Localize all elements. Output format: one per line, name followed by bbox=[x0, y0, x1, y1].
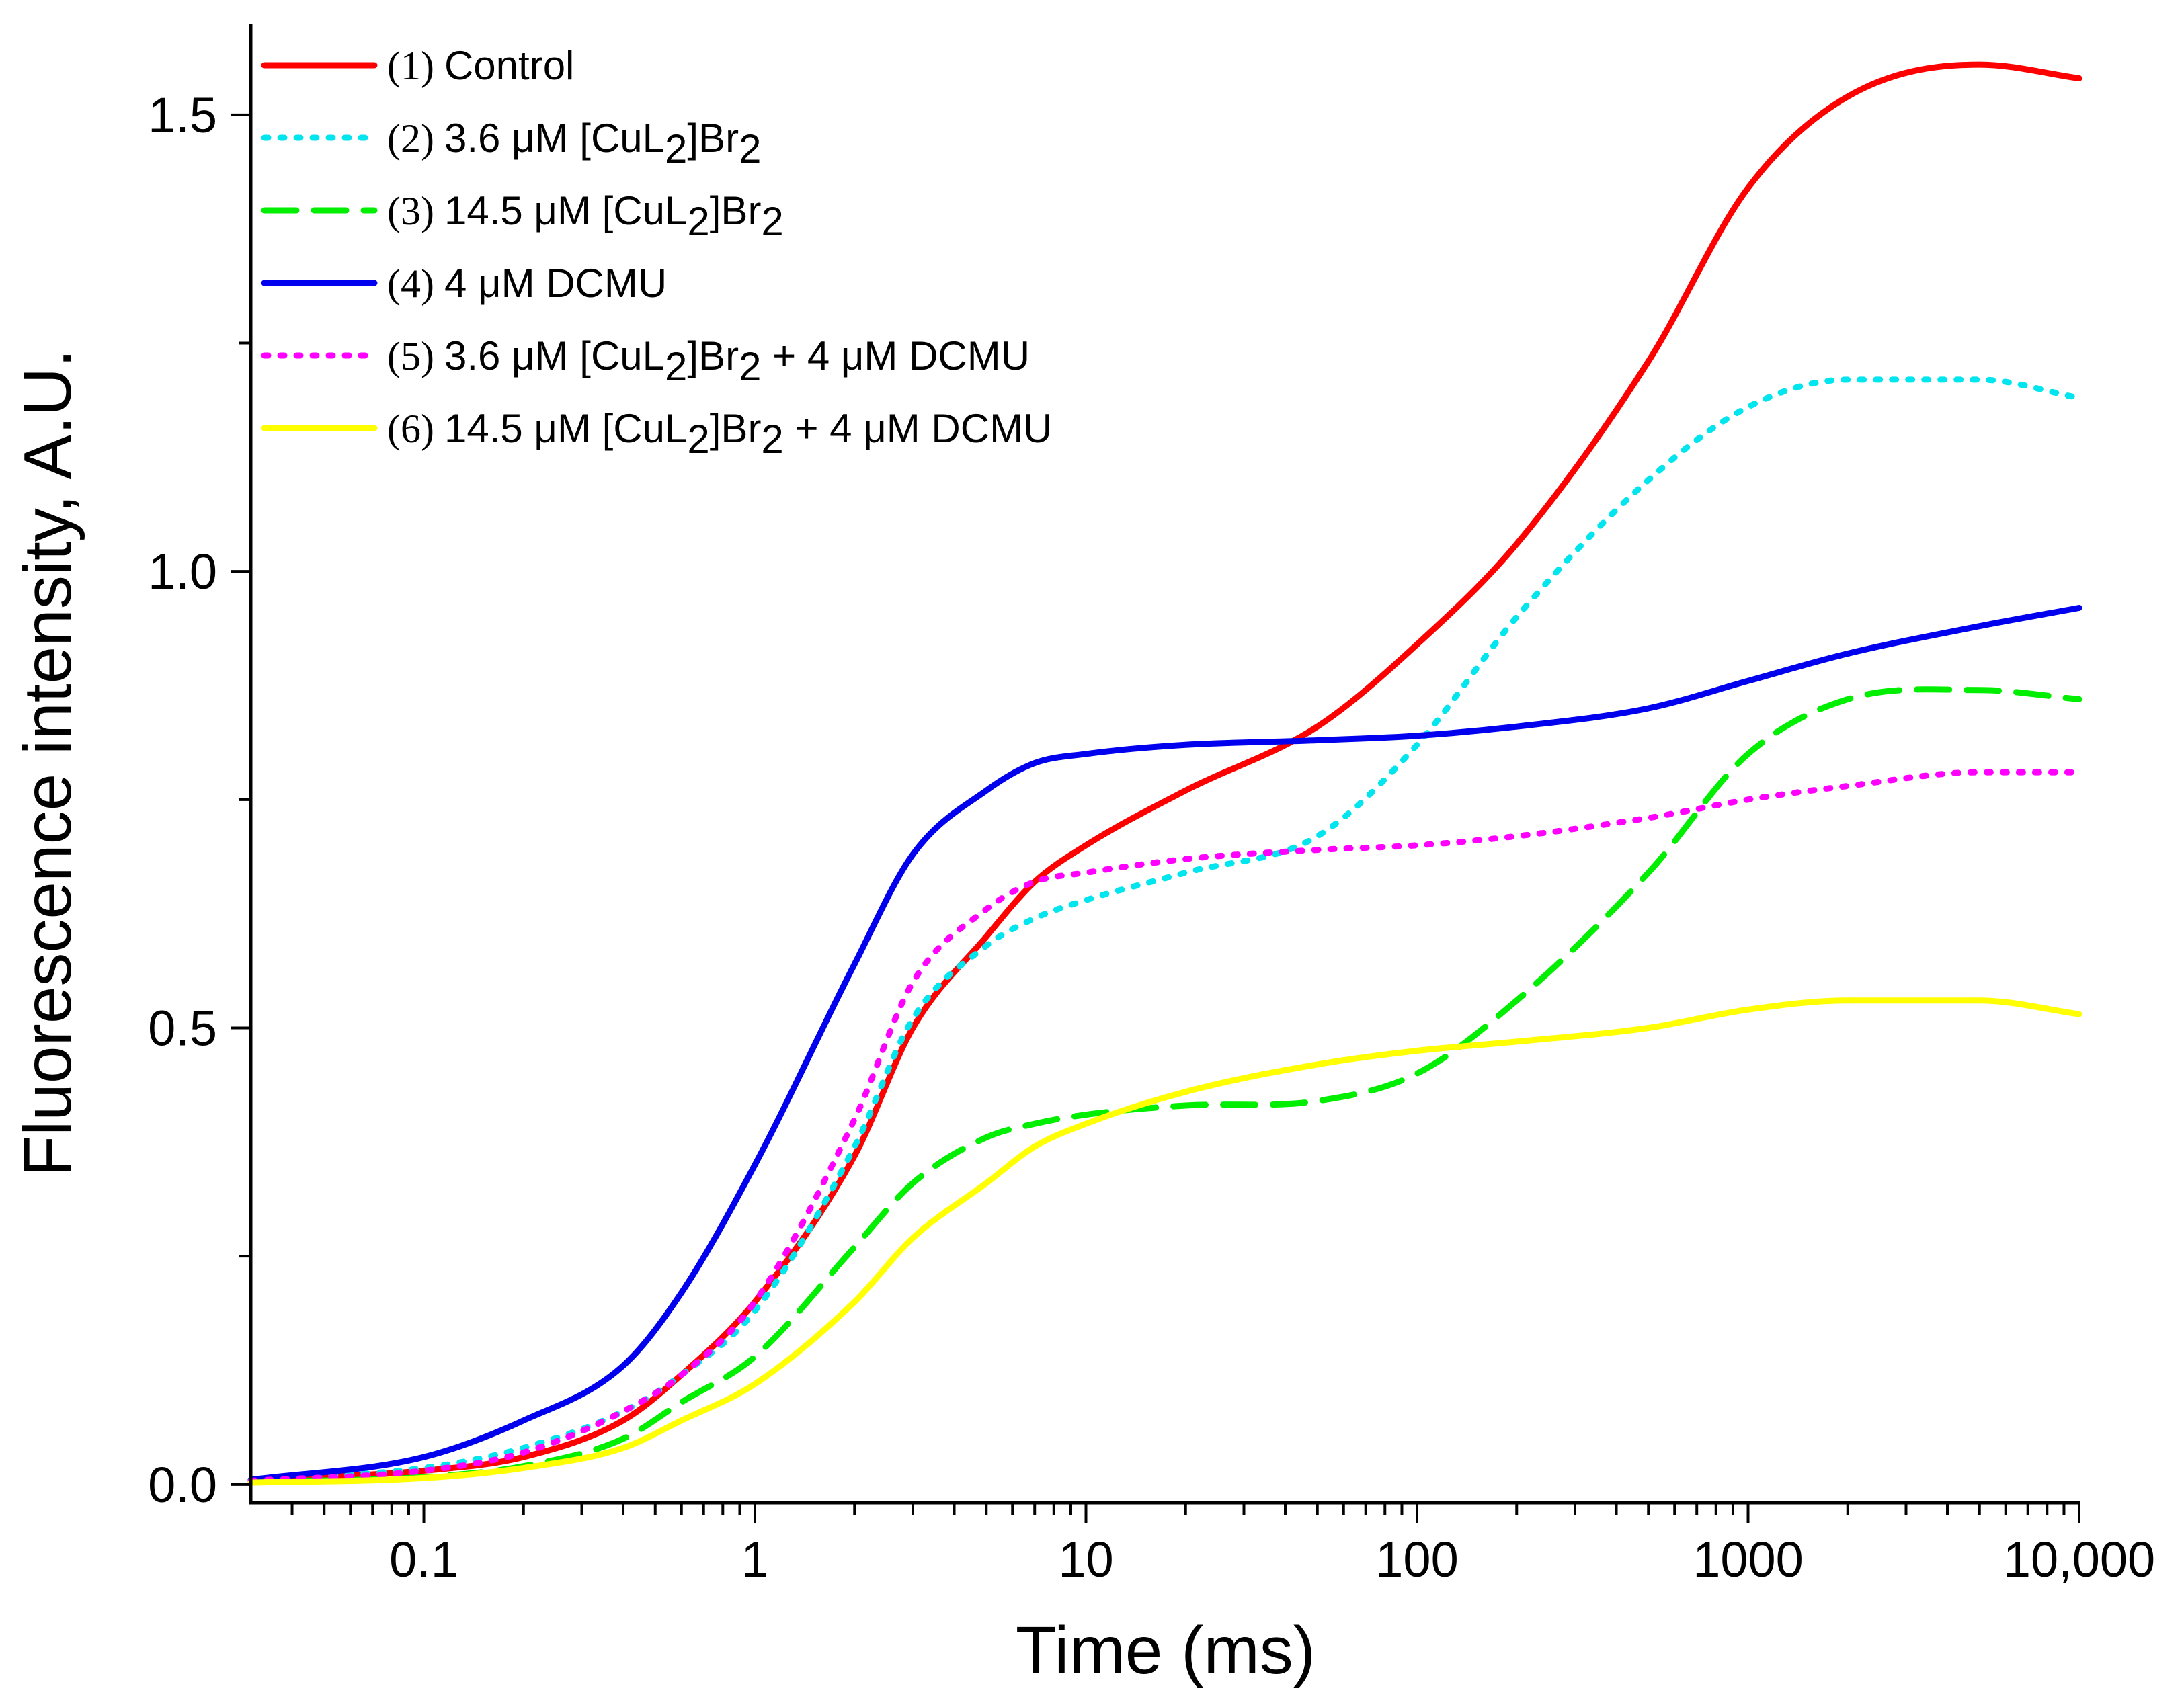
legend-label-1: (1) Control bbox=[387, 43, 574, 88]
y-tick-label: 0.0 bbox=[148, 1457, 217, 1513]
series-line-4 bbox=[247, 605, 2082, 1483]
legend-label-4: (4) 4 μM DCMU bbox=[387, 261, 667, 306]
x-tick-label: 10 bbox=[1058, 1532, 1113, 1587]
x-tick-label: 0.1 bbox=[389, 1532, 458, 1587]
x-axis-ticks: 0.1 1 10 100 1000 10,000 bbox=[290, 1503, 2155, 1587]
x-tick-label: 10,000 bbox=[2003, 1532, 2155, 1587]
series-line-1 bbox=[247, 61, 2082, 1483]
series-line-5 bbox=[247, 769, 2082, 1484]
legend-label-6: (6) 14.5 μM [CuL2]Br2 + 4 μM DCMU bbox=[387, 406, 1052, 462]
legend-label-3: (3) 14.5 μM [CuL2]Br2 bbox=[387, 188, 784, 244]
series-layer bbox=[247, 61, 2082, 1486]
y-tick-label: 0.5 bbox=[148, 1001, 217, 1056]
series-line-6 bbox=[247, 997, 2082, 1486]
series-line-3 bbox=[247, 686, 2082, 1485]
x-tick-label: 100 bbox=[1375, 1532, 1458, 1587]
x-axis-title: Time (ms) bbox=[1016, 1613, 1316, 1688]
y-axis-title: Fluorescence intensity, A.U. bbox=[10, 349, 85, 1177]
legend-label-5: (5) 3.6 μM [CuL2]Br2 + 4 μM DCMU bbox=[387, 333, 1030, 389]
x-tick-label: 1 bbox=[741, 1532, 768, 1587]
y-tick-label: 1.5 bbox=[148, 87, 217, 143]
legend-label-2: (2) 3.6 μM [CuL2]Br2 bbox=[387, 116, 761, 171]
series-line-2 bbox=[247, 376, 2082, 1483]
x-tick-label: 1000 bbox=[1693, 1532, 1804, 1587]
y-tick-label: 1.0 bbox=[148, 544, 217, 599]
legend: (1) Control (2) 3.6 μM [CuL2]Br2 (3) 14.5 … bbox=[261, 43, 1052, 462]
y-axis-ticks: 0.0 0.5 1.0 1.5 bbox=[148, 87, 251, 1513]
